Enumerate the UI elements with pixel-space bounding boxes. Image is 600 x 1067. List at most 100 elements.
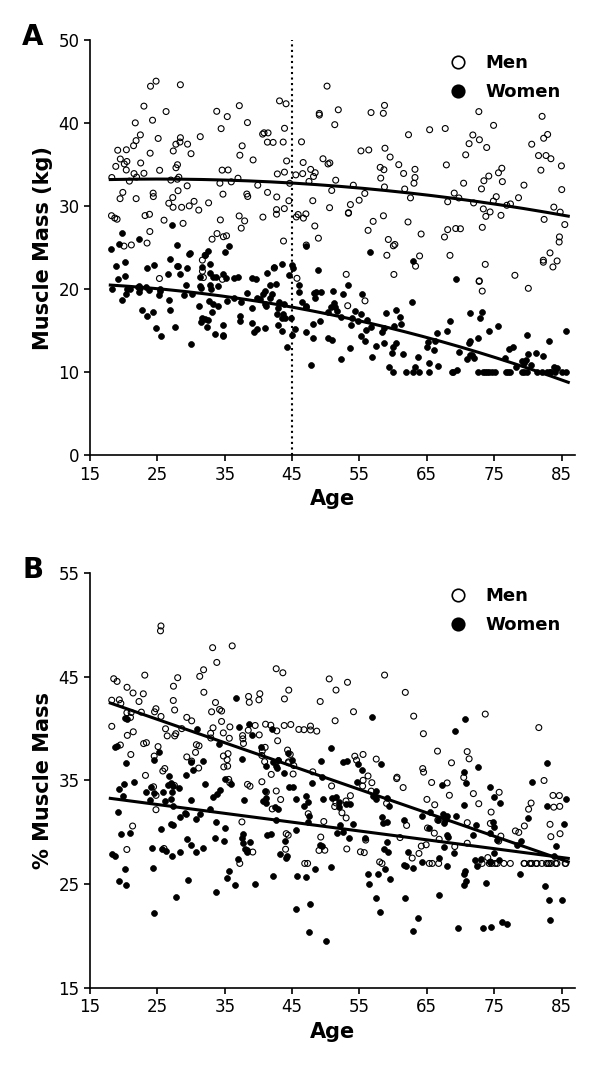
Point — [450, 838, 460, 855]
Point — [497, 173, 507, 190]
Point — [363, 222, 373, 239]
Point — [265, 276, 275, 293]
Point — [462, 351, 472, 368]
Point — [327, 182, 337, 200]
Point — [110, 847, 119, 864]
Point — [280, 717, 289, 734]
Point — [181, 766, 191, 783]
Point — [236, 293, 246, 310]
Point — [305, 718, 315, 735]
Point — [466, 347, 475, 364]
Point — [332, 825, 342, 842]
Point — [292, 867, 302, 885]
Point — [248, 727, 257, 744]
Point — [525, 855, 535, 872]
Point — [527, 774, 537, 791]
Point — [306, 356, 316, 373]
Point — [459, 764, 469, 781]
Point — [182, 259, 192, 276]
Point — [223, 745, 233, 762]
Point — [392, 770, 401, 787]
Point — [274, 752, 283, 769]
Point — [107, 718, 116, 735]
Point — [454, 920, 463, 937]
Point — [218, 327, 227, 344]
Point — [335, 794, 344, 811]
Point — [550, 847, 559, 864]
Point — [475, 273, 484, 290]
Point — [186, 753, 196, 770]
Point — [196, 128, 205, 145]
Point — [357, 761, 367, 778]
Point — [284, 192, 294, 209]
Point — [226, 776, 235, 793]
Point — [366, 103, 376, 121]
Point — [380, 97, 389, 114]
Point — [459, 797, 469, 814]
Point — [316, 828, 326, 845]
Point — [493, 832, 502, 849]
Point — [235, 312, 244, 329]
Point — [207, 230, 217, 248]
Point — [122, 727, 132, 744]
Point — [553, 360, 562, 377]
Point — [349, 815, 358, 832]
Point — [224, 730, 234, 747]
Point — [398, 346, 407, 363]
Point — [562, 790, 571, 807]
Point — [477, 855, 487, 872]
Point — [461, 146, 470, 163]
Point — [179, 287, 189, 304]
Point — [272, 189, 281, 206]
Point — [260, 753, 269, 770]
Point — [122, 679, 132, 696]
Point — [346, 196, 355, 213]
Point — [244, 721, 253, 738]
Point — [344, 829, 354, 846]
Point — [244, 694, 254, 711]
Point — [141, 278, 151, 296]
Point — [306, 721, 316, 738]
Point — [485, 854, 494, 871]
Point — [293, 206, 303, 223]
Point — [225, 718, 235, 735]
Point — [281, 95, 291, 112]
Point — [155, 622, 165, 639]
Point — [494, 317, 503, 334]
Point — [310, 289, 320, 306]
Point — [299, 721, 309, 738]
Point — [208, 639, 217, 656]
Point — [252, 289, 262, 306]
Point — [207, 703, 217, 720]
Point — [554, 787, 564, 805]
Point — [209, 789, 218, 806]
Point — [542, 798, 551, 815]
Point — [197, 280, 206, 297]
Point — [327, 778, 337, 795]
Legend: Men, Women: Men, Women — [435, 49, 566, 107]
Point — [137, 302, 147, 319]
Point — [363, 767, 373, 784]
Point — [115, 190, 125, 207]
Point — [215, 701, 224, 718]
Point — [466, 304, 475, 321]
Point — [166, 775, 176, 792]
Point — [375, 904, 385, 921]
Point — [251, 271, 260, 288]
Point — [367, 708, 377, 726]
Point — [302, 238, 311, 255]
Point — [305, 896, 315, 913]
Point — [260, 782, 269, 799]
Point — [154, 287, 163, 304]
Point — [217, 713, 226, 730]
Point — [120, 860, 130, 877]
Point — [122, 704, 131, 721]
Point — [205, 276, 215, 293]
Point — [129, 165, 139, 182]
Point — [255, 685, 265, 702]
Point — [429, 341, 439, 359]
Point — [245, 833, 255, 850]
Point — [218, 328, 228, 345]
Point — [434, 849, 444, 866]
Point — [167, 783, 177, 800]
